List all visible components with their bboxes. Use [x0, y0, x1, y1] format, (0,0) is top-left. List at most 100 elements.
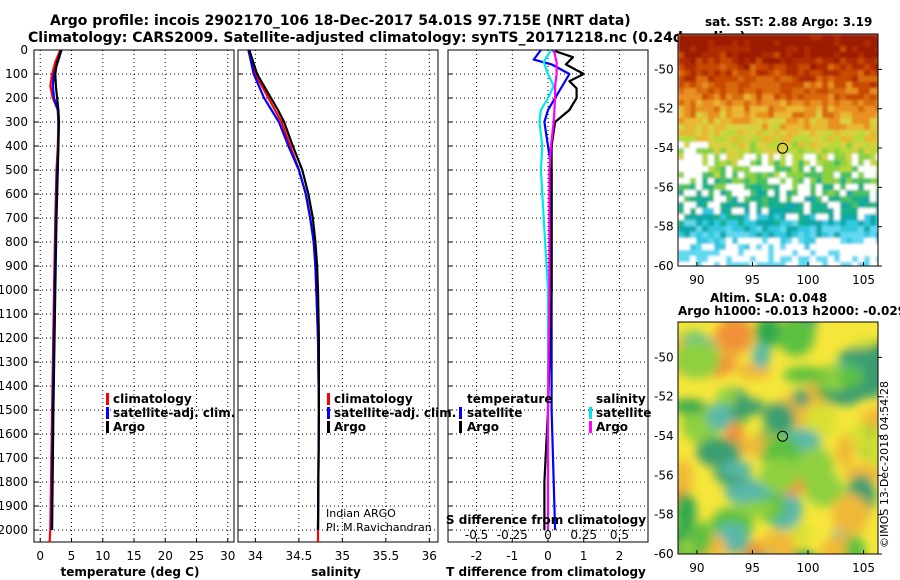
x-tick-label: 2	[616, 549, 624, 563]
x-tick-label: 0	[544, 549, 552, 563]
depth-tick-label: 1500	[0, 403, 28, 417]
series-line-argo	[51, 50, 62, 531]
legend-argo-swatch	[327, 421, 330, 433]
x-tick-label: 34.5	[286, 549, 313, 563]
salinity-grid	[238, 49, 438, 542]
sst-map-ticks: -50 -52 -54 -56 -58 -60 90 95 100 105	[654, 62, 882, 287]
x-tick-label: 20	[158, 549, 173, 563]
float-position-marker	[777, 430, 789, 442]
sla-map-subtitle: Argo h1000: -0.013 h2000: -0.029	[678, 304, 900, 318]
x-tick-label: 10	[95, 549, 110, 563]
depth-tick-label: 1900	[0, 499, 28, 513]
difference-axes-frame	[447, 49, 649, 543]
difference-s-xlabel: S difference from climatology	[446, 513, 646, 527]
series-line-s-argo	[546, 50, 558, 530]
depth-tick-label: 100	[5, 67, 28, 81]
legend-s-satellite-swatch	[589, 407, 592, 419]
lon-tick-label: 95	[745, 561, 760, 575]
depth-tick-label: 1200	[0, 331, 28, 345]
legend-t-satellite-swatch	[459, 407, 462, 419]
sla-field	[678, 322, 878, 554]
x-tick-label: 5	[68, 549, 76, 563]
x-tick-label: 1	[580, 549, 588, 563]
depth-tick-label: 1300	[0, 355, 28, 369]
x-tick-label: 30	[220, 549, 235, 563]
temperature-axes-frame	[33, 49, 235, 543]
sst-map: sat. SST: 2.88 Argo: 3.19 -50-52-54-56-5…	[654, 15, 882, 287]
depth-tick-label: 900	[5, 259, 28, 273]
lat-tick-label: -52	[654, 390, 674, 404]
salinity-legend: climatology satellite-adj. clim. Argo	[327, 392, 456, 434]
x-tick-label: 15	[126, 549, 141, 563]
salinity-axes-frame	[237, 49, 439, 543]
depth-tick-label: 1400	[0, 379, 28, 393]
temperature-xticks: 0 5 10 15 20 25 30	[36, 549, 235, 563]
depth-tick-label: 800	[5, 235, 28, 249]
difference-s-xticks: -0.5 -0.25 0 0.25 0.5	[465, 528, 629, 542]
difference-lines	[532, 50, 585, 531]
imos-watermark: ©IMOS 13-Dec-2018 04:54:28	[878, 381, 891, 548]
difference-xticks: -2 -1 0 1 2	[471, 549, 624, 563]
difference-legend: temperature salinity satellite Argo sate…	[459, 392, 651, 434]
temperature-legend: climatology satellite-adj. clim. Argo	[106, 392, 235, 434]
temperature-lines	[48, 50, 63, 542]
legend-climatology-label: climatology	[113, 392, 192, 406]
s-diff-tick-label: 0.5	[610, 528, 629, 542]
legend-satellite-label: satellite-adj. clim.	[113, 406, 235, 420]
x-tick-label: 34	[248, 549, 263, 563]
legend-s-satellite-label: satellite	[596, 406, 651, 420]
legend-s-argo-swatch	[589, 421, 592, 433]
depth-tick-label: 500	[5, 163, 28, 177]
s-diff-tick-label: 0	[544, 528, 552, 542]
temperature-grid	[34, 49, 234, 542]
lon-tick-label: 100	[797, 561, 820, 575]
series-line-argo	[248, 50, 320, 531]
sla-map: Altim. SLA: 0.048 Argo h1000: -0.013 h20…	[654, 291, 900, 575]
lat-tick-label: -52	[654, 102, 674, 116]
lat-tick-label: -56	[654, 468, 674, 482]
sla-map-title: Altim. SLA: 0.048	[710, 291, 827, 305]
salinity-xlabel: salinity	[311, 565, 361, 579]
attribution-line2: PI: M Ravichandran	[326, 521, 432, 534]
lon-tick-label: 105	[852, 561, 875, 575]
depth-tick-label: 0	[20, 43, 28, 57]
legend-temperature-title: temperature	[467, 392, 552, 406]
depth-tick-label: 1000	[0, 283, 28, 297]
lat-tick-label: -58	[654, 508, 674, 522]
salinity-xticks: 34 34.5 35 35.5 36	[248, 549, 437, 563]
lat-tick-label: -58	[654, 220, 674, 234]
lon-tick-label: 105	[852, 273, 875, 287]
legend-argo-label: Argo	[334, 420, 366, 434]
difference-panel: -2 -1 0 1 2 -0.5 -0.25 0 0.25 0.5 S difference f…	[446, 49, 651, 579]
sst-field	[678, 34, 878, 266]
legend-satellite-swatch	[106, 407, 109, 419]
lon-tick-label: 95	[745, 273, 760, 287]
s-diff-tick-label: 0.25	[570, 528, 597, 542]
sla-map-ticks: -50 -52 -54 -56 -58 -60 90 95 100 105	[654, 350, 882, 575]
legend-salinity-title: salinity	[596, 392, 646, 406]
x-tick-label: -2	[471, 549, 483, 563]
x-tick-label: 35.5	[372, 549, 399, 563]
lon-tick-label: 90	[689, 273, 704, 287]
legend-t-argo-label: Argo	[467, 420, 499, 434]
depth-tick-label: 300	[5, 115, 28, 129]
x-tick-label: -1	[506, 549, 518, 563]
legend-satellite-swatch	[327, 407, 330, 419]
depth-tick-label: 1700	[0, 451, 28, 465]
float-position-marker	[777, 142, 789, 154]
salinity-panel: 34 34.5 35 35.5 36 salinity climatology sate…	[237, 49, 456, 579]
sst-map-title: sat. SST: 2.88 Argo: 3.19	[705, 15, 872, 29]
s-diff-tick-label: -0.5	[465, 528, 488, 542]
depth-tick-label: 600	[5, 187, 28, 201]
depth-tick-label: 1600	[0, 427, 28, 441]
lat-tick-label: -60	[654, 259, 674, 273]
lon-tick-label: 100	[797, 273, 820, 287]
x-tick-label: 35	[335, 549, 350, 563]
x-tick-label: 25	[189, 549, 204, 563]
sla-map-frame	[677, 321, 879, 555]
series-line-s-satellite	[538, 50, 555, 530]
depth-tick-label: 1800	[0, 475, 28, 489]
depth-tick-label: 400	[5, 139, 28, 153]
lon-tick-label: 90	[689, 561, 704, 575]
